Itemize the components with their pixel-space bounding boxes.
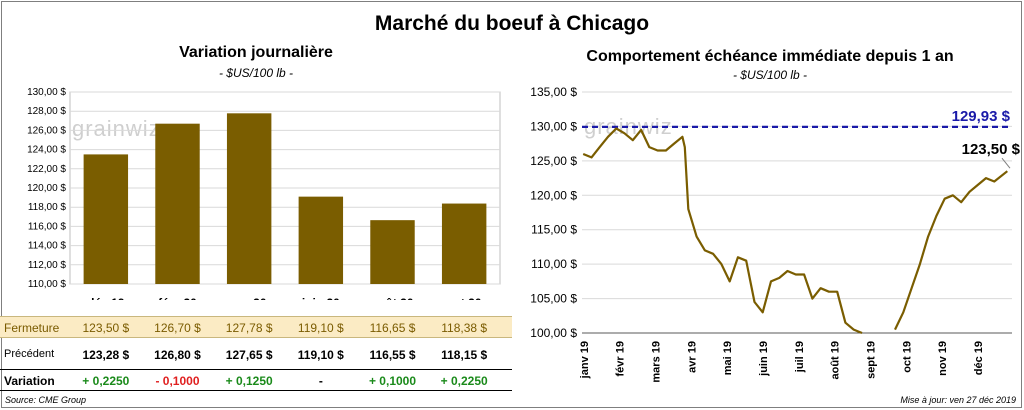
table-cell-previous: 126,80 $ — [154, 348, 201, 362]
left-watermark: grainwiz — [72, 116, 161, 141]
line-x-tick: oct 19 — [901, 341, 913, 373]
line-x-tick: nov 19 — [937, 341, 949, 376]
left-chart-title: Variation journalière — [179, 44, 333, 61]
bar — [155, 123, 200, 285]
table-cell-previous: 119,10 $ — [297, 348, 344, 362]
reference-label: 129,93 $ — [952, 108, 1011, 125]
bar-y-tick: 126,00 $ — [27, 125, 66, 136]
last-value-label: 123,50 $ — [962, 141, 1021, 158]
bar — [83, 154, 129, 284]
bar-y-tick: 122,00 $ — [27, 164, 66, 175]
table-cell-variation: + 0,1250 — [225, 374, 273, 388]
table-cell-variation: + 0,2250 — [82, 374, 130, 388]
bar-x-tick: juin 20 — [301, 296, 340, 300]
bar-x-tick: févr 20 — [158, 296, 197, 300]
bar — [226, 113, 272, 284]
line-x-tick: sept 19 — [865, 341, 877, 379]
bar-x-tick: oct 20 — [447, 296, 482, 300]
table-cell-close: 123,50 $ — [82, 321, 130, 335]
bar-y-tick: 130,00 $ — [27, 87, 66, 98]
last-value-leader — [1001, 157, 1011, 169]
table-cell-previous: 116,55 $ — [369, 348, 416, 362]
bar-y-tick: 118,00 $ — [28, 202, 67, 213]
table-cell-close: 126,70 $ — [154, 321, 201, 335]
bar-y-tick: 112,00 $ — [28, 260, 67, 271]
table-cell-close: 127,78 $ — [225, 321, 273, 335]
line-x-tick: févr 19 — [615, 341, 627, 376]
bar-y-tick: 120,00 $ — [27, 183, 66, 194]
update-note: Mise à jour: ven 27 déc 2019 — [900, 395, 1016, 405]
line-y-tick: 135,00 $ — [530, 85, 577, 99]
line-y-tick: 105,00 $ — [530, 292, 577, 306]
line-y-tick: 120,00 $ — [530, 188, 577, 202]
line-x-tick: avr 19 — [686, 341, 698, 373]
bar-chart: 110,00 $ 112,00 $ 114,00 $ 116,00 $ 118,00 $… — [27, 87, 501, 300]
line-y-tick: 130,00 $ — [530, 119, 577, 133]
line-y-tick: 125,00 $ — [530, 154, 577, 168]
table-cell-close: 118,38 $ — [441, 321, 488, 335]
line-x-tick: janv 19 — [579, 341, 591, 379]
bar — [298, 196, 344, 284]
bar-y-tick: 128,00 $ — [27, 106, 66, 117]
bar-y-tick: 114,00 $ — [28, 241, 67, 252]
left-chart-unit: - $US/100 lb - — [218, 66, 294, 80]
row-label-previous: Précédent — [4, 348, 55, 360]
table-cell-variation: + 0,2250 — [440, 374, 488, 388]
line-x-tick: mai 19 — [722, 341, 734, 375]
table-cell-variation: + 0,1000 — [368, 374, 417, 388]
price-series-line — [582, 127, 863, 335]
table-row-close: Fermeture 123,50 $ 126,70 $ 127,78 $ 119,10… — [0, 316, 512, 338]
line-x-tick: juil 19 — [794, 341, 806, 373]
row-label-close: Fermeture — [4, 321, 60, 335]
bar — [370, 220, 415, 284]
bar-y-tick: 116,00 $ — [28, 221, 67, 232]
line-chart: 100,00 $ 105,00 $ 110,00 $ 115,00 $ 120,00 $… — [530, 85, 1021, 383]
bar-x-tick: déc 19 — [87, 296, 125, 300]
bar-x-tick: avr 20 — [232, 296, 267, 300]
table-cell-close: 119,10 $ — [297, 321, 344, 335]
right-chart-unit: - $US/100 lb - — [732, 68, 808, 82]
page-title: Marché du boeuf à Chicago — [374, 12, 650, 35]
price-series-line — [894, 170, 1008, 331]
line-y-tick: 115,00 $ — [531, 223, 577, 237]
table-cell-previous: 123,28 $ — [82, 348, 130, 362]
table-cell-previous: 127,65 $ — [225, 348, 273, 362]
table-cell-previous: 118,15 $ — [441, 348, 488, 362]
line-x-tick: juin 19 — [758, 341, 770, 377]
line-x-tick: mars 19 — [650, 341, 662, 383]
bar-x-tick: août 20 — [371, 296, 413, 300]
table-row-previous: Précédent 123,28 $ 126,80 $ 127,65 $ 119,10… — [0, 344, 512, 366]
line-x-tick: déc 19 — [973, 341, 985, 375]
source-note: Source: CME Group — [5, 395, 87, 405]
table-row-variation: Variation + 0,2250 - 0,1000 + 0,1250 - + 0,1… — [0, 369, 512, 391]
line-y-tick: 100,00 $ — [530, 326, 577, 340]
table-cell-variation: - — [318, 374, 323, 388]
line-x-tick: août 19 — [830, 341, 842, 380]
right-chart-title: Comportement échéance immédiate depuis 1… — [586, 48, 954, 65]
table-cell-close: 116,65 $ — [369, 321, 416, 335]
row-label-variation: Variation — [4, 374, 55, 388]
line-y-tick: 110,00 $ — [531, 257, 577, 271]
table-cell-variation: - 0,1000 — [155, 374, 200, 388]
bar-y-tick: 124,00 $ — [27, 145, 66, 156]
bar-y-tick: 110,00 $ — [28, 279, 67, 290]
bar — [441, 203, 487, 284]
